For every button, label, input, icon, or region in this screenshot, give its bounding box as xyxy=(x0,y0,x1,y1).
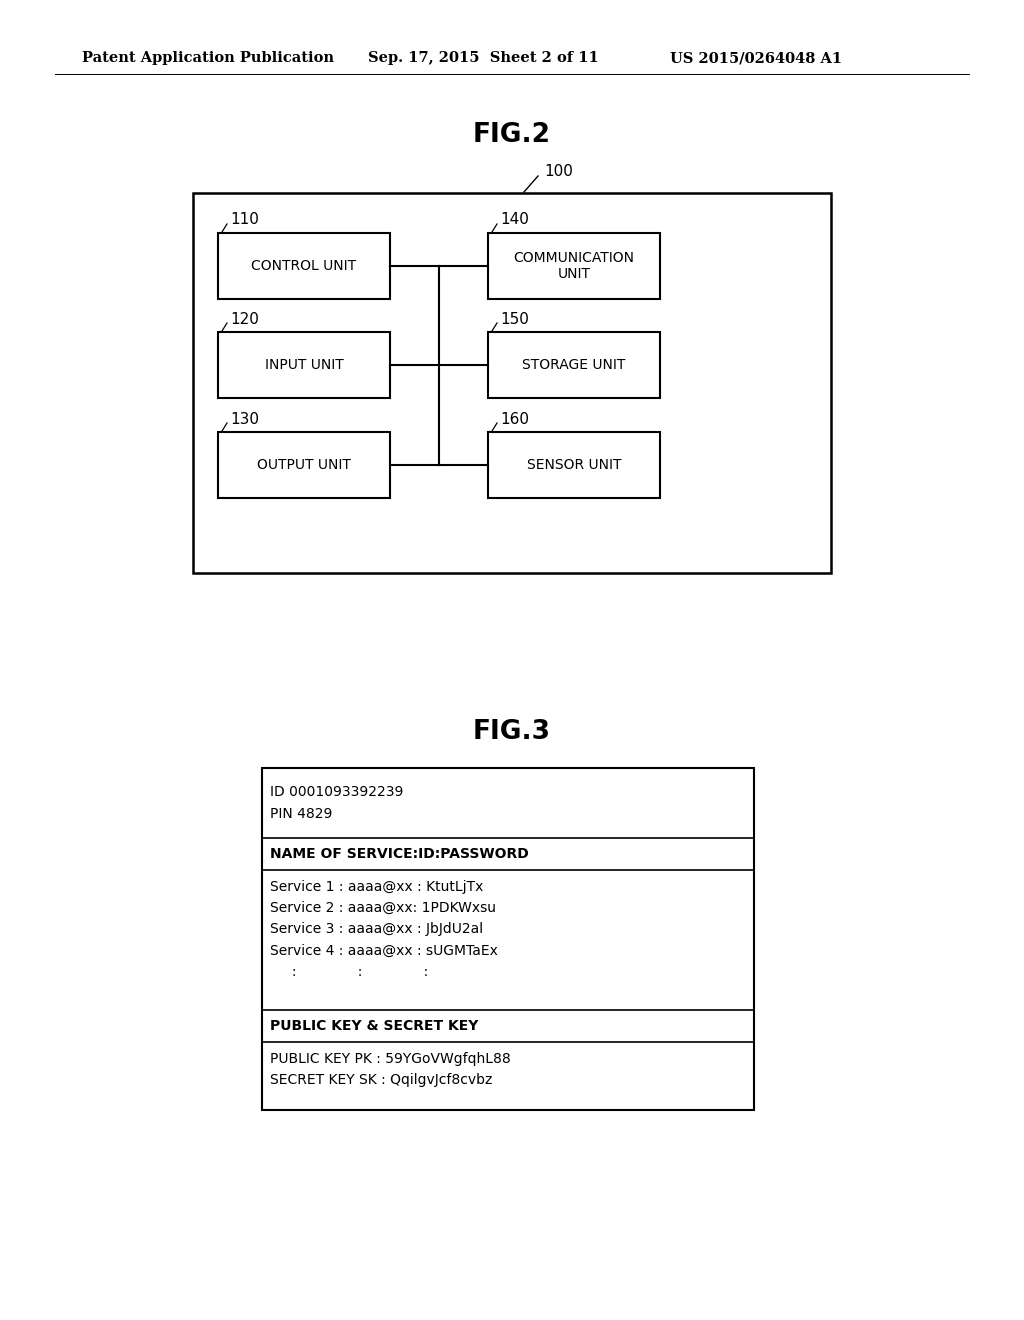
Text: PUBLIC KEY & SECRET KEY: PUBLIC KEY & SECRET KEY xyxy=(270,1019,478,1034)
Text: 120: 120 xyxy=(230,312,259,326)
Text: ID 0001093392239
PIN 4829: ID 0001093392239 PIN 4829 xyxy=(270,785,403,821)
Bar xyxy=(193,193,831,573)
Text: STORAGE UNIT: STORAGE UNIT xyxy=(522,358,626,372)
Text: COMMUNICATION
UNIT: COMMUNICATION UNIT xyxy=(513,251,635,281)
Text: FIG.3: FIG.3 xyxy=(473,719,551,744)
Text: 100: 100 xyxy=(544,165,572,180)
Bar xyxy=(218,432,390,498)
Text: OUTPUT UNIT: OUTPUT UNIT xyxy=(257,458,351,473)
Text: Service 1 : aaaa@xx : KtutLjTx
Service 2 : aaaa@xx: 1PDKWxsu
Service 3 : aaaa@xx: Service 1 : aaaa@xx : KtutLjTx Service 2… xyxy=(270,880,498,978)
Text: 160: 160 xyxy=(500,412,529,426)
Text: 110: 110 xyxy=(230,213,259,227)
Text: INPUT UNIT: INPUT UNIT xyxy=(264,358,343,372)
Bar xyxy=(488,234,660,300)
Bar xyxy=(488,432,660,498)
Text: SENSOR UNIT: SENSOR UNIT xyxy=(526,458,622,473)
Bar xyxy=(488,333,660,399)
Bar xyxy=(262,768,754,1110)
Text: 150: 150 xyxy=(500,312,528,326)
Text: Sep. 17, 2015  Sheet 2 of 11: Sep. 17, 2015 Sheet 2 of 11 xyxy=(368,51,599,65)
Text: US 2015/0264048 A1: US 2015/0264048 A1 xyxy=(670,51,842,65)
Text: PUBLIC KEY PK : 59YGoVWgfqhL88
SECRET KEY SK : QqilgvJcf8cvbz: PUBLIC KEY PK : 59YGoVWgfqhL88 SECRET KE… xyxy=(270,1052,511,1088)
Text: 140: 140 xyxy=(500,213,528,227)
Text: FIG.2: FIG.2 xyxy=(473,121,551,148)
Bar xyxy=(218,234,390,300)
Text: Patent Application Publication: Patent Application Publication xyxy=(82,51,334,65)
Text: NAME OF SERVICE:ID:PASSWORD: NAME OF SERVICE:ID:PASSWORD xyxy=(270,847,528,861)
Text: CONTROL UNIT: CONTROL UNIT xyxy=(252,259,356,273)
Text: 130: 130 xyxy=(230,412,259,426)
Bar xyxy=(218,333,390,399)
